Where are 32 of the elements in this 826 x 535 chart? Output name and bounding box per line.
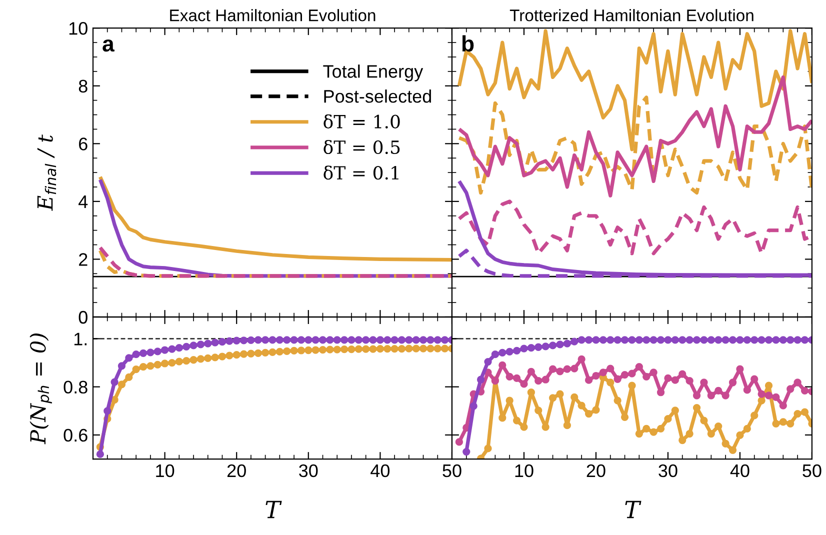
chart-title: Trotterized Hamiltonian Evolution bbox=[510, 9, 754, 22]
x-tick-label: 10 bbox=[156, 464, 174, 478]
x-tick-label: 50 bbox=[442, 464, 462, 478]
x-tick-label: 30 bbox=[658, 464, 678, 478]
x-tick-label: 30 bbox=[299, 464, 318, 478]
x-tick-label: 40 bbox=[370, 464, 390, 478]
y-axis-title: P(N$_{ph}$ = 0) bbox=[30, 334, 52, 444]
y-tick-label: 2 bbox=[79, 253, 88, 266]
annotation: a bbox=[102, 39, 114, 52]
y-tick-label: 0 bbox=[78, 310, 88, 324]
y-tick-label: 1. bbox=[74, 332, 86, 346]
y-tick-label: 8 bbox=[78, 80, 88, 93]
y-tick-label: 4 bbox=[78, 196, 88, 208]
x-tick-label: 10 bbox=[515, 464, 534, 478]
legend-label: δT = 1.0 bbox=[324, 114, 400, 128]
legend-label: Total Energy bbox=[323, 64, 424, 82]
y-tick-label: 6 bbox=[79, 138, 88, 150]
x-tick-label: 40 bbox=[730, 464, 750, 478]
y-tick-label: 10 bbox=[69, 22, 88, 35]
x-tick-label: 20 bbox=[586, 464, 606, 478]
y-tick-label: 0.6 bbox=[64, 428, 88, 442]
x-axis-title: T bbox=[625, 500, 642, 518]
y-axis-title: E$_{final}$ / t bbox=[37, 134, 56, 211]
chart-title: Exact Hamiltonian Evolution bbox=[170, 9, 376, 22]
x-tick-label: 50 bbox=[802, 464, 822, 478]
legend-label: δT = 0.1 bbox=[324, 166, 398, 180]
legend-label: δT = 0.5 bbox=[324, 140, 400, 154]
y-tick-label: 0.8 bbox=[64, 380, 88, 394]
annotation: b bbox=[462, 35, 474, 52]
x-tick-label: 20 bbox=[227, 464, 246, 478]
legend-label: Post-selected bbox=[324, 90, 431, 103]
x-axis-title: T bbox=[266, 500, 282, 518]
